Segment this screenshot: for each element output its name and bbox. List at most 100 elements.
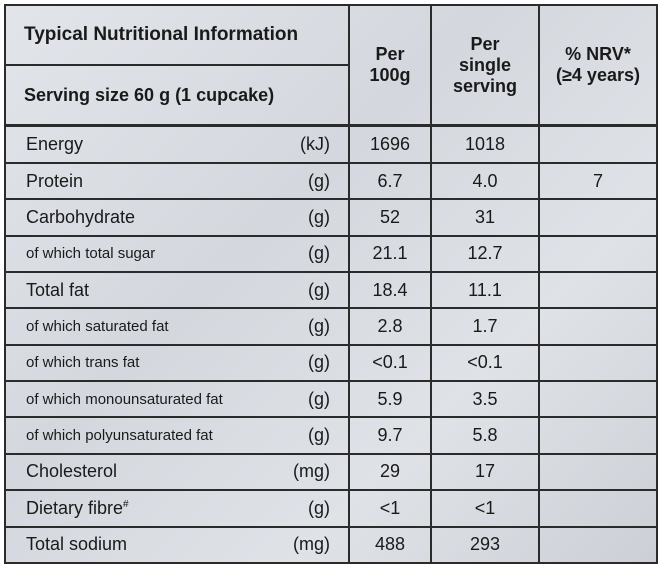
value-per100: 2.8 (348, 307, 433, 346)
value-per-serving-text: 1018 (464, 134, 506, 155)
value-nrv (538, 525, 659, 564)
nutrient-unit-text: (g) (308, 497, 331, 518)
footnote-marker: # (123, 498, 129, 510)
value-nrv (538, 380, 659, 419)
nutrient-name-text: Total sodium (26, 534, 128, 555)
nutrient-name: of which monounsaturated fat (4, 380, 269, 419)
value-per-serving: 17 (430, 452, 541, 492)
value-per-serving-text: 12.7 (467, 243, 503, 264)
nutrient-name: Dietary fibre# (4, 489, 269, 528)
nutrient-name-text: Cholesterol (26, 461, 118, 482)
table-row: Protein (g) 6.7 4.0 7 (4, 162, 659, 201)
value-nrv (538, 198, 659, 237)
nutrient-name: Cholesterol (4, 452, 269, 492)
value-per100-text: 5.9 (377, 388, 403, 409)
nutrient-name: Protein (4, 162, 269, 201)
value-nrv (538, 234, 659, 274)
nutrient-name: Total sodium (4, 525, 269, 564)
nutrient-unit: (g) (269, 489, 351, 528)
value-per-serving-text: 1.7 (472, 316, 498, 337)
value-per-serving-text: 17 (475, 461, 496, 482)
nutrient-name-text: Carbohydrate (26, 207, 136, 228)
table-row: of which monounsaturated fat (g) 5.9 3.5 (4, 380, 659, 419)
nutrient-name-text: Energy (26, 134, 84, 155)
nutrient-unit: (g) (269, 343, 351, 383)
nutrient-unit-text: (g) (308, 425, 331, 446)
serving-size: Serving size 60 g (1 cupcake) (3, 64, 351, 128)
value-per100-text: 52 (380, 207, 401, 228)
value-per100-text: 6.7 (377, 170, 403, 191)
nutrient-name-text: Dietary fibre (26, 497, 124, 518)
table-row: Total sodium (mg) 488 293 (4, 525, 659, 564)
value-per100: 9.7 (348, 416, 433, 455)
table-row: Carbohydrate (g) 52 31 (4, 198, 659, 237)
nutrient-name: Carbohydrate (4, 198, 269, 237)
value-per-serving-text: <0.1 (467, 352, 503, 373)
value-nrv-text: 7 (593, 170, 604, 191)
nutrient-name-text: of which polyunsaturated fat (26, 427, 213, 445)
value-per-serving: 293 (430, 525, 541, 564)
value-per100: 1696 (348, 124, 433, 165)
value-per100: 6.7 (348, 162, 433, 201)
value-per-serving: 11.1 (430, 271, 541, 310)
value-per100: 488 (348, 525, 433, 564)
col-header-serving-line1: Per (470, 33, 500, 54)
table-row: of which polyunsaturated fat (g) 9.7 5.8 (4, 416, 659, 455)
value-per100-text: <0.1 (372, 352, 408, 373)
col-header-serving-line2: single (459, 54, 512, 75)
table-row: Energy (kJ) 1696 1018 (4, 124, 659, 165)
table-title: Typical Nutritional Information (3, 3, 350, 67)
value-per100-text: 2.8 (377, 316, 403, 337)
col-header-nrv-line1: % NRV* (565, 44, 631, 65)
col-header-per100-line1: Per (375, 44, 405, 65)
nutrient-name: Energy (4, 124, 269, 165)
nutrient-name: of which polyunsaturated fat (4, 416, 269, 455)
nutrient-unit: (g) (269, 271, 351, 310)
nutrition-panel: Typical Nutritional Information Per 100g… (3, 3, 659, 564)
value-nrv (538, 416, 659, 455)
nutrient-unit: (g) (269, 307, 351, 346)
nutrient-unit-text: (g) (308, 207, 331, 228)
nutrient-unit-text: (g) (308, 316, 331, 337)
value-per-serving: 3.5 (430, 380, 541, 419)
value-nrv (538, 307, 659, 346)
value-per-serving: 12.7 (430, 234, 541, 274)
nutrient-unit: (kJ) (269, 124, 351, 165)
value-per-serving: 4.0 (430, 162, 541, 201)
value-per100-text: 1696 (369, 134, 411, 155)
value-per-serving: 5.8 (430, 416, 541, 455)
value-per100-text: 9.7 (377, 425, 403, 446)
col-header-serving-line3: serving (453, 75, 518, 96)
value-per-serving: 1.7 (430, 307, 541, 346)
value-per-serving-text: 31 (475, 207, 496, 228)
nutrient-unit-text: (mg) (293, 534, 331, 555)
value-per100-text: 21.1 (372, 243, 408, 264)
value-per-serving: <0.1 (430, 343, 541, 383)
table-row: Dietary fibre# (g) <1 <1 (4, 489, 659, 528)
value-per-serving-text: 5.8 (472, 425, 498, 446)
nutrient-rows: Energy (kJ) 1696 1018 Protein (g) 6.7 4.0 7 Carbo… (4, 124, 659, 564)
value-per100: 5.9 (348, 380, 433, 419)
value-per100: 29 (348, 452, 433, 492)
nutrient-name-text: Protein (26, 170, 84, 191)
value-per-serving-text: 11.1 (468, 279, 502, 300)
value-per-serving: <1 (430, 489, 541, 528)
value-per-serving-text: 293 (469, 534, 501, 555)
value-per100: <0.1 (348, 343, 433, 383)
nutrient-unit: (g) (269, 162, 351, 201)
value-per-serving-text: 3.5 (472, 388, 498, 409)
value-per-serving: 31 (430, 198, 541, 237)
col-header-nrv: % NRV* (≥4 years) (538, 4, 659, 128)
value-per100: 21.1 (348, 234, 433, 274)
nutrient-unit-text: (kJ) (300, 134, 331, 155)
value-per100: 52 (348, 198, 433, 237)
value-nrv: 7 (538, 162, 659, 201)
table-row: of which trans fat (g) <0.1 <0.1 (4, 343, 659, 383)
nutrient-name-text: of which total sugar (26, 245, 156, 263)
value-per100-text: 29 (380, 461, 401, 482)
nutrient-name: Total fat (4, 271, 269, 310)
value-per-serving-text: <1 (474, 497, 496, 518)
value-nrv (538, 343, 659, 383)
nutrition-table: Typical Nutritional Information Per 100g… (3, 3, 659, 564)
nutrient-name-text: Total fat (26, 279, 90, 300)
